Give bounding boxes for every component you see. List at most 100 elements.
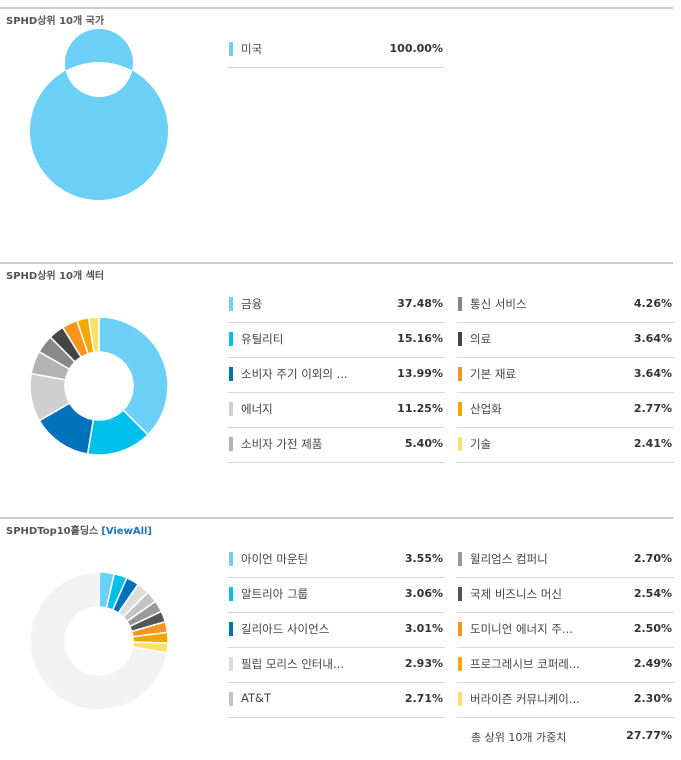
legend-label: 총 상위 10개 가중치 xyxy=(471,731,567,744)
donut-slice xyxy=(29,571,168,710)
section-divider xyxy=(0,262,673,264)
legend-row: 금융 37.48% xyxy=(228,288,445,323)
legend-row: 기본 재료 3.64% xyxy=(457,358,674,393)
legend-value: 2.41% xyxy=(633,437,672,450)
legend-row: 길리아드 사이언스 3.01% xyxy=(228,613,445,648)
legend-value: 2.54% xyxy=(633,587,672,600)
legend-row: 에너지 11.25% xyxy=(228,393,445,428)
legend-value: 4.26% xyxy=(633,297,672,310)
legend-value: 3.64% xyxy=(633,367,672,380)
legend-label: 윌리엄스 컴퍼니 xyxy=(470,552,548,566)
legend-label: 길리아드 사이언스 xyxy=(241,622,330,636)
legend-swatch xyxy=(458,657,462,671)
legend-row: 아이언 마운틴 3.55% xyxy=(228,543,445,578)
legend-swatch xyxy=(458,692,462,706)
legend-value: 2.71% xyxy=(404,692,443,705)
legend-swatch xyxy=(229,297,233,311)
legend-value: 3.06% xyxy=(404,587,443,600)
legend-label: 기술 xyxy=(470,437,492,451)
donut-slice xyxy=(98,316,169,436)
legend-swatch xyxy=(229,587,233,601)
legend-swatch xyxy=(458,587,462,601)
legend-label: 도미니언 에너지 주... xyxy=(470,622,573,636)
legend-label: 필립 모리스 인터내... xyxy=(241,657,344,671)
legend-value: 3.64% xyxy=(633,332,672,345)
legend-label: 미국 xyxy=(241,42,263,56)
legend-value: 37.48% xyxy=(397,297,443,310)
legend-swatch xyxy=(229,552,233,566)
legend-swatch xyxy=(458,552,462,566)
legend-label: 금융 xyxy=(241,297,263,311)
legend-value: 2.77% xyxy=(633,402,672,415)
legend-row: 소비자 주기 이외의 ... 13.99% xyxy=(228,358,445,393)
legend-row: 통신 서비스 4.26% xyxy=(457,288,674,323)
legend-swatch xyxy=(458,437,462,451)
donut-slice xyxy=(30,29,168,200)
sector-donut xyxy=(29,316,169,455)
legend-swatch xyxy=(229,42,233,56)
legend-value: 27.77% xyxy=(626,729,672,742)
section-title: SPHD상위 10개 국가 xyxy=(6,12,104,27)
legend-swatch xyxy=(229,692,233,706)
legend-label: AT&T xyxy=(241,691,271,705)
legend-label: 국제 비즈니스 머신 xyxy=(470,587,562,601)
legend-value: 13.99% xyxy=(397,367,443,380)
legend-label: 알트리아 그룹 xyxy=(241,587,309,601)
legend-label: 통신 서비스 xyxy=(470,297,527,311)
section-title-text: SPHD상위 10개 섹터 xyxy=(6,271,105,282)
holdings-donut xyxy=(29,571,169,710)
legend-label: 버라이즌 커뮤니케이... xyxy=(470,692,580,706)
legend-value: 5.40% xyxy=(404,437,443,450)
legend-value: 2.93% xyxy=(404,657,443,670)
legend-row: 버라이즌 커뮤니케이... 2.30% xyxy=(457,683,674,718)
legend-value: 2.70% xyxy=(633,552,672,565)
legend-swatch xyxy=(458,402,462,416)
legend-value: 2.30% xyxy=(633,692,672,705)
legend-label: 아이언 마운틴 xyxy=(241,552,309,566)
legend-swatch xyxy=(229,332,233,346)
legend-row: 필립 모리스 인터내... 2.93% xyxy=(228,648,445,683)
legend-row: 산업화 2.77% xyxy=(457,393,674,428)
legend-total-row: 총 상위 10개 가중치 27.77% xyxy=(457,718,674,753)
legend-value: 100.00% xyxy=(389,42,443,55)
legend-value: 2.50% xyxy=(633,622,672,635)
section-divider xyxy=(0,7,673,9)
section-title-text: SPHDTop10홀딩스 xyxy=(6,526,99,537)
section-title: SPHD상위 10개 섹터 xyxy=(6,267,104,282)
legend-row: 국제 비즈니스 머신 2.54% xyxy=(457,578,674,613)
section-title: SPHDTop10홀딩스 [ViewAll] xyxy=(6,522,152,537)
legend-row: 도미니언 에너지 주... 2.50% xyxy=(457,613,674,648)
legend-swatch xyxy=(229,622,233,636)
legend-swatch xyxy=(229,657,233,671)
legend-label: 유틸리티 xyxy=(241,332,284,346)
legend-row: 알트리아 그룹 3.06% xyxy=(228,578,445,613)
legend-row: 프로그레시브 코퍼레... 2.49% xyxy=(457,648,674,683)
section-divider xyxy=(0,517,673,519)
legend-row: 소비자 가전 제품 5.40% xyxy=(228,428,445,463)
legend-label: 산업화 xyxy=(470,402,502,416)
legend-value: 11.25% xyxy=(397,402,443,415)
legend-value: 3.55% xyxy=(404,552,443,565)
legend-label: 프로그레시브 코퍼레... xyxy=(470,657,580,671)
legend-value: 2.49% xyxy=(633,657,672,670)
legend-value: 15.16% xyxy=(397,332,443,345)
legend-row: 윌리엄스 컴퍼니 2.70% xyxy=(457,543,674,578)
legend-swatch xyxy=(458,332,462,346)
holdings-section: SPHDTop10홀딩스 [ViewAll] 아이언 마운틴 3.55% 알트리아 그룹… xyxy=(0,510,674,760)
legend-swatch xyxy=(458,367,462,381)
section-title-text: SPHD상위 10개 국가 xyxy=(6,16,105,27)
view-all-link[interactable]: [ViewAll] xyxy=(101,526,152,537)
legend-row: 의료 3.64% xyxy=(457,323,674,358)
legend-swatch xyxy=(229,402,233,416)
legend-row: AT&T 2.71% xyxy=(228,683,445,718)
legend-label: 기본 재료 xyxy=(470,367,516,381)
legend-swatch xyxy=(458,297,462,311)
legend-label: 소비자 가전 제품 xyxy=(241,437,323,451)
legend-label: 에너지 xyxy=(241,402,273,416)
legend-label: 소비자 주기 이외의 ... xyxy=(241,367,348,381)
donut-slice xyxy=(87,316,100,354)
legend-label: 의료 xyxy=(470,332,492,346)
legend-swatch xyxy=(229,437,233,451)
legend-row: 미국 100.00% xyxy=(228,33,445,68)
